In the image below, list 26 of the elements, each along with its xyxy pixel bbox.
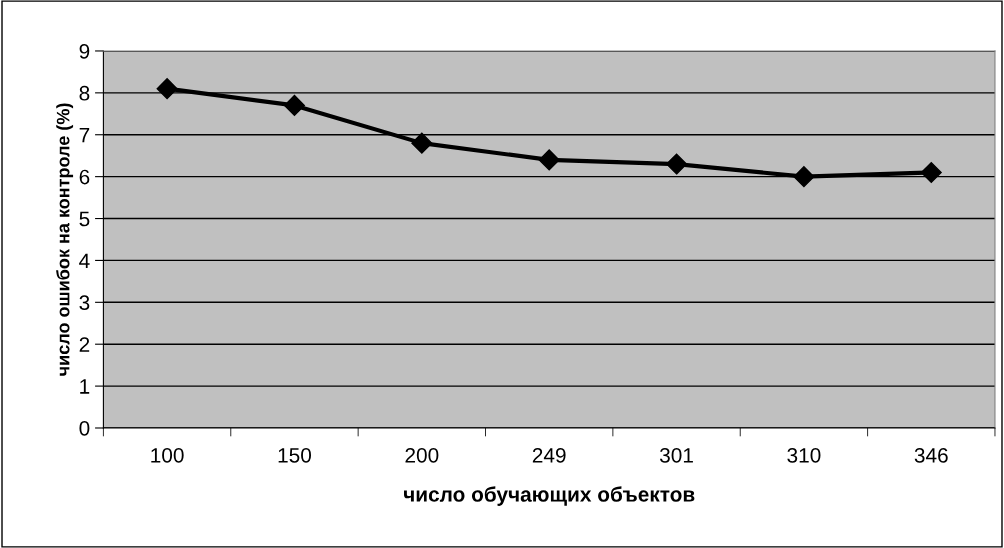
y-tick-label: 8 [79, 85, 90, 101]
x-axis-title: число обучающих объектов [404, 486, 695, 506]
point [156, 78, 178, 100]
y-axis-title: число ошибок на контроле (%) [56, 103, 74, 376]
y-tick-label: 9 [79, 43, 90, 59]
x-tick-label: 100 [151, 447, 184, 463]
point [793, 166, 815, 188]
x-tick-label: 310 [787, 447, 821, 463]
y-tick-label: 6 [79, 169, 90, 185]
y-tick-label: 5 [79, 211, 90, 227]
y-tick-label: 2 [79, 337, 90, 352]
point [411, 132, 433, 154]
point [666, 153, 688, 175]
y-tick-label: 4 [79, 253, 90, 268]
x-tick-label: 150 [278, 447, 312, 463]
y-tick-label: 3 [79, 295, 90, 311]
x-tick-label: 346 [914, 447, 948, 463]
y-tick-label: 7 [79, 127, 90, 143]
y-tick-label: 0 [79, 420, 90, 436]
point [283, 94, 305, 116]
point [538, 149, 560, 171]
x-tick-label: 200 [405, 447, 439, 463]
x-tick-label: 301 [659, 447, 693, 463]
x-tick-label: 249 [532, 447, 566, 463]
y-tick-label: 1 [80, 379, 90, 394]
point [920, 161, 942, 183]
